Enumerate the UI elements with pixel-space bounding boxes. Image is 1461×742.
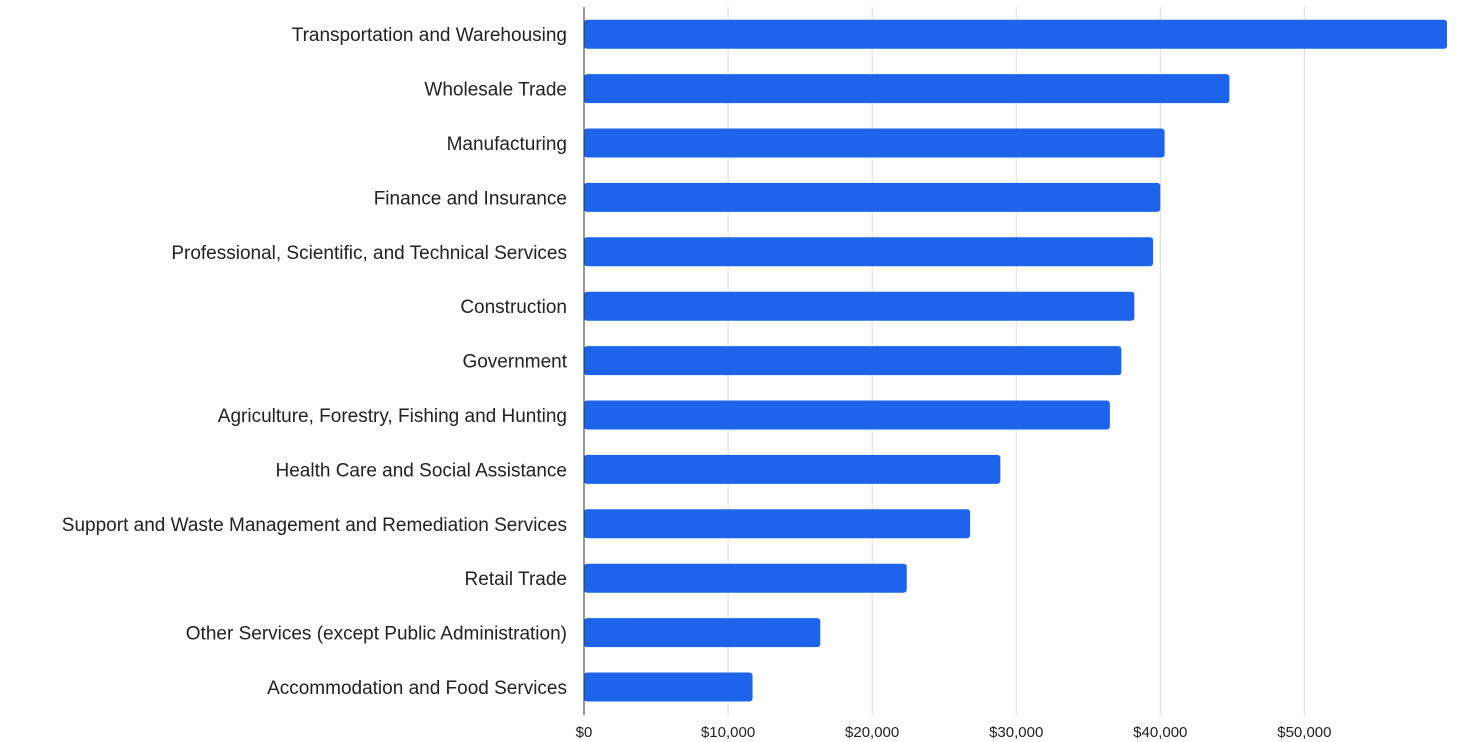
category-label: Finance and Insurance — [374, 188, 567, 209]
bar — [584, 454, 1001, 484]
category-label: Support and Waste Management and Remedia… — [62, 515, 567, 536]
category-label: Other Services (except Public Administra… — [186, 624, 567, 645]
category-label: Wholesale Trade — [424, 80, 567, 101]
category-label: Health Care and Social Assistance — [276, 460, 568, 481]
category-label: Government — [462, 352, 567, 373]
bar — [584, 509, 971, 539]
bar — [584, 182, 1161, 212]
x-tick-label: $0 — [576, 724, 593, 741]
x-axis: $0 $10,000 $20,000 $30,000 $40,000 $50,000 — [576, 7, 1331, 741]
bar — [584, 618, 821, 648]
category-labels: Transportation and Warehousing Wholesale … — [62, 25, 568, 699]
category-label: Construction — [460, 297, 567, 318]
x-tick-label: $30,000 — [989, 724, 1043, 741]
bars — [584, 19, 1447, 702]
bar — [584, 237, 1154, 267]
x-tick-label: $50,000 — [1277, 724, 1331, 741]
x-tick-label: $20,000 — [845, 724, 899, 741]
bar — [584, 400, 1110, 430]
category-label: Accommodation and Food Services — [267, 678, 567, 699]
bar — [584, 291, 1135, 321]
bar — [584, 563, 907, 593]
x-tick-label: $10,000 — [701, 724, 755, 741]
category-label: Agriculture, Forestry, Fishing and Hunti… — [218, 406, 567, 427]
category-label: Manufacturing — [447, 134, 567, 155]
category-label: Retail Trade — [465, 569, 567, 590]
x-tick-label: $40,000 — [1133, 724, 1187, 741]
category-label: Transportation and Warehousing — [292, 25, 567, 46]
bar — [584, 74, 1230, 104]
bar — [584, 346, 1122, 376]
category-label: Professional, Scientific, and Technical … — [171, 243, 567, 264]
bar — [584, 19, 1447, 49]
bar — [584, 672, 753, 702]
bar — [584, 128, 1165, 158]
